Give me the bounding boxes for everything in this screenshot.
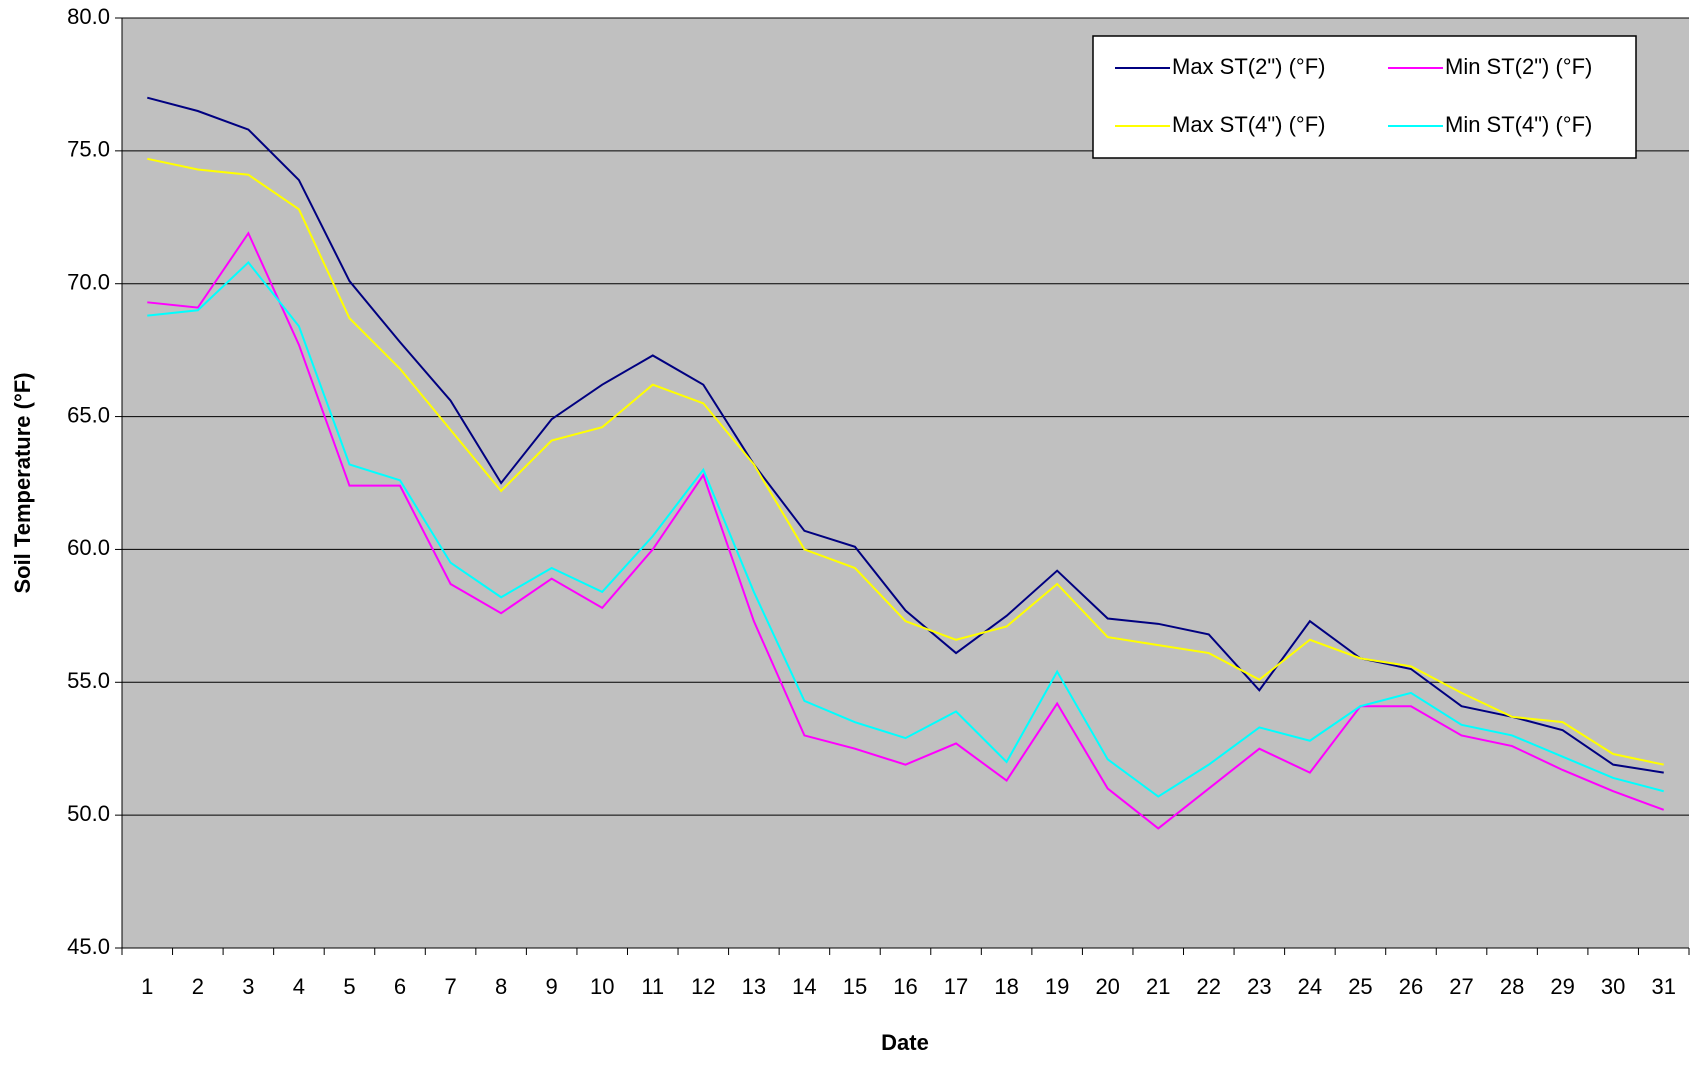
- x-tick-label: 3: [242, 974, 254, 999]
- x-tick-label: 28: [1500, 974, 1524, 999]
- x-tick-label: 11: [641, 974, 664, 999]
- y-axis-label: Soil Temperature (°F): [10, 372, 35, 593]
- x-tick-label: 29: [1550, 974, 1574, 999]
- x-tick-label: 25: [1348, 974, 1372, 999]
- series-line: [147, 260, 1664, 798]
- x-tick-label: 4: [293, 974, 305, 999]
- legend-label: Max ST(2") (°F): [1172, 54, 1325, 79]
- x-tick-label: 26: [1399, 974, 1423, 999]
- x-tick-label: 1: [141, 974, 153, 999]
- x-tick-label: 24: [1298, 974, 1322, 999]
- y-tick-label: 70.0: [67, 270, 110, 295]
- x-tick-label: 20: [1095, 974, 1119, 999]
- x-tick-label: 31: [1651, 974, 1675, 999]
- x-axis-label: Date: [881, 1030, 929, 1055]
- y-tick-label: 45.0: [67, 934, 110, 959]
- x-tick-label: 15: [843, 974, 867, 999]
- x-tick-label: 10: [590, 974, 614, 999]
- x-tick-label: 21: [1146, 974, 1170, 999]
- x-tick-label: 9: [546, 974, 558, 999]
- legend-box: [1092, 35, 1637, 159]
- series-line: [147, 231, 1665, 830]
- x-tick-label: 16: [893, 974, 917, 999]
- legend: Max ST(2") (°F) Min ST(2") (°F) Max ST(4")…: [1092, 35, 1637, 159]
- y-tick-label: 55.0: [67, 668, 110, 693]
- x-tick-label: 12: [691, 974, 715, 999]
- x-tick-label: 2: [192, 974, 204, 999]
- x-tick-label: 19: [1045, 974, 1069, 999]
- series-line: [147, 157, 1664, 766]
- x-tick-label: 30: [1601, 974, 1625, 999]
- legend-label: Min ST(2") (°F): [1445, 54, 1592, 79]
- plot-area: [122, 18, 1689, 948]
- x-tick-label: 27: [1449, 974, 1473, 999]
- x-tick-label: 23: [1247, 974, 1271, 999]
- x-tick-label: 18: [994, 974, 1018, 999]
- series-line: [147, 96, 1664, 774]
- x-tick-label: 5: [343, 974, 355, 999]
- y-tick-label: 80.0: [67, 4, 110, 29]
- y-tick-label: 50.0: [67, 801, 110, 826]
- x-tick-label: 7: [444, 974, 456, 999]
- x-tick-label: 6: [394, 974, 406, 999]
- x-tick-label: 14: [792, 974, 816, 999]
- x-tick-label: 8: [495, 974, 507, 999]
- legend-label: Min ST(4") (°F): [1445, 112, 1592, 137]
- y-tick-label: 75.0: [67, 137, 110, 162]
- legend-label: Max ST(4") (°F): [1172, 112, 1325, 137]
- x-tick-label: 17: [944, 974, 968, 999]
- x-tick-label: 22: [1197, 974, 1221, 999]
- x-tick-label: 13: [742, 974, 766, 999]
- y-tick-label: 65.0: [67, 402, 110, 427]
- y-tick-label: 60.0: [67, 535, 110, 560]
